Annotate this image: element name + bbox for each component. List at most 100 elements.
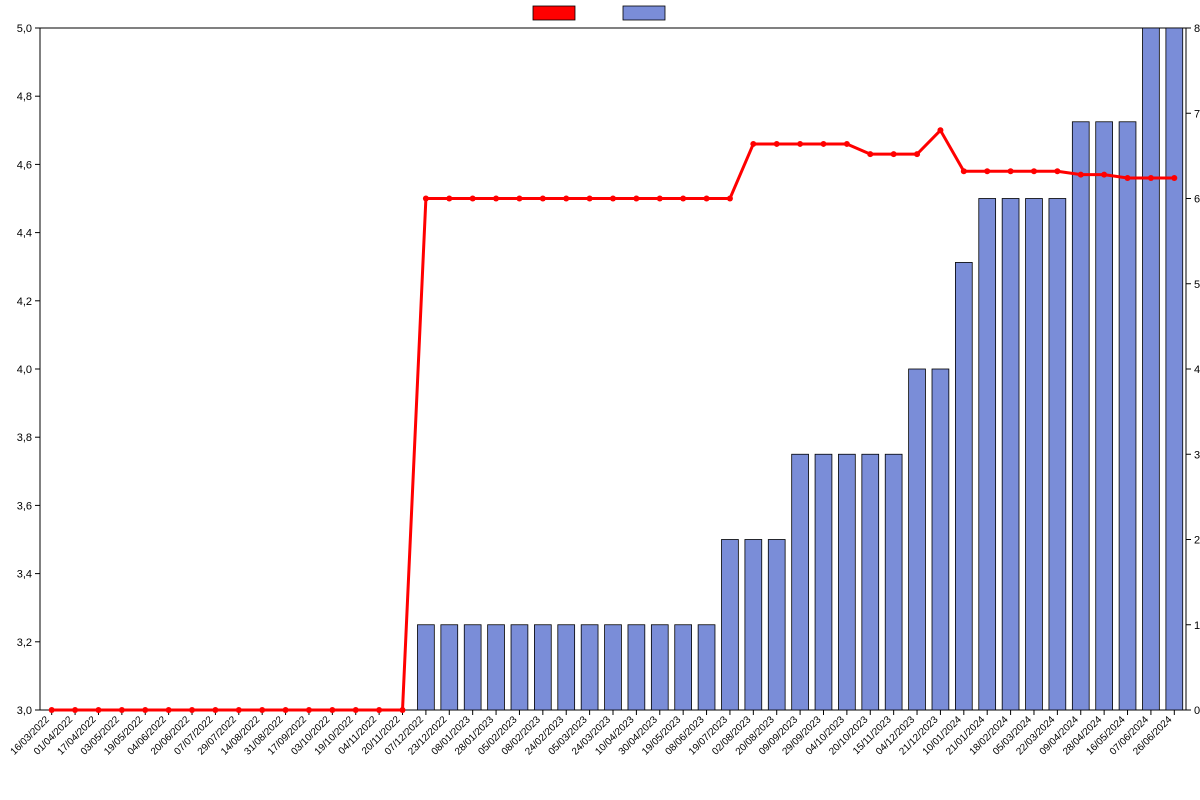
line-marker: [283, 707, 289, 713]
line-marker: [493, 196, 499, 202]
line-marker: [914, 151, 920, 157]
line-marker: [423, 196, 429, 202]
line-marker: [704, 196, 710, 202]
line-marker: [540, 196, 546, 202]
bar: [581, 625, 598, 710]
bar: [862, 454, 879, 710]
y-left-label: 5,0: [17, 23, 32, 35]
bar: [885, 454, 902, 710]
line-marker: [774, 141, 780, 147]
y-right-label: 4: [1194, 364, 1200, 376]
bar: [979, 199, 996, 711]
line-marker: [937, 127, 943, 133]
y-left-label: 4,6: [17, 159, 32, 171]
line-marker: [563, 196, 569, 202]
line-marker: [1078, 172, 1084, 178]
line-marker: [1008, 168, 1014, 174]
bar: [441, 625, 458, 710]
line-marker: [1101, 172, 1107, 178]
bar: [558, 625, 575, 710]
line-marker: [797, 141, 803, 147]
line-marker: [259, 707, 265, 713]
bar: [675, 625, 692, 710]
y-left-label: 4,2: [17, 296, 32, 308]
bar: [534, 625, 551, 710]
line-marker: [891, 151, 897, 157]
bar: [1002, 199, 1019, 711]
y-right-label: 8: [1194, 23, 1200, 35]
bar: [464, 625, 481, 710]
bar: [838, 454, 855, 710]
line-marker: [400, 707, 406, 713]
line-marker: [142, 707, 148, 713]
line-marker: [1054, 168, 1060, 174]
bar: [511, 625, 528, 710]
line-marker: [306, 707, 312, 713]
y-right-label: 3: [1194, 449, 1200, 461]
line-marker: [750, 141, 756, 147]
bar: [417, 625, 434, 710]
bar: [1142, 28, 1159, 710]
line-marker: [961, 168, 967, 174]
line-marker: [236, 707, 242, 713]
y-left-label: 3,8: [17, 432, 32, 444]
bar: [488, 625, 505, 710]
bar: [792, 454, 809, 710]
y-right-label: 6: [1194, 194, 1200, 206]
line-marker: [680, 196, 686, 202]
y-left-label: 3,2: [17, 637, 32, 649]
y-left-label: 4,4: [17, 228, 32, 240]
bar: [1026, 199, 1043, 711]
line-marker: [166, 707, 172, 713]
line-marker: [376, 707, 382, 713]
bar: [768, 540, 785, 711]
line-marker: [820, 141, 826, 147]
line-marker: [329, 707, 335, 713]
line-marker: [446, 196, 452, 202]
line-marker: [516, 196, 522, 202]
bar: [1166, 28, 1183, 710]
line-marker: [212, 707, 218, 713]
chart-container: 3,0 3,2 3,4 3,6 3,8 4,0 4,2 4,4 4,6 4,8 5,0 0 1 2 3 4 5 6…: [0, 0, 1200, 800]
line-marker: [1148, 175, 1154, 181]
bar: [932, 369, 949, 710]
line-marker: [984, 168, 990, 174]
line-marker: [353, 707, 359, 713]
line-marker: [1031, 168, 1037, 174]
line-marker: [49, 707, 55, 713]
line-marker: [95, 707, 101, 713]
bar: [605, 625, 622, 710]
bar: [955, 262, 972, 710]
y-right-label: 1: [1194, 620, 1200, 632]
bar: [815, 454, 832, 710]
y-right-label: 7: [1194, 108, 1200, 120]
line-marker: [657, 196, 663, 202]
y-left-label: 3,4: [17, 569, 32, 581]
line-marker: [867, 151, 873, 157]
bar: [1049, 199, 1066, 711]
line-marker: [470, 196, 476, 202]
line-marker: [610, 196, 616, 202]
y-left-label: 3,6: [17, 500, 32, 512]
bar: [1119, 122, 1136, 710]
line-marker: [1125, 175, 1131, 181]
line-marker: [189, 707, 195, 713]
line-marker: [844, 141, 850, 147]
bar: [698, 625, 715, 710]
legend-swatch-bar: [623, 6, 665, 20]
bar: [1072, 122, 1089, 710]
line-marker: [587, 196, 593, 202]
y-left-label: 3,0: [17, 705, 32, 717]
bar: [745, 540, 762, 711]
y-left-label: 4,8: [17, 91, 32, 103]
y-left-label: 4,0: [17, 364, 32, 376]
line-marker: [633, 196, 639, 202]
bar: [722, 540, 739, 711]
y-right-label: 5: [1194, 279, 1200, 291]
bar: [651, 625, 668, 710]
y-right-label: 2: [1194, 535, 1200, 547]
bar: [1096, 122, 1113, 710]
y-right-label: 0: [1194, 705, 1200, 717]
line-marker: [727, 196, 733, 202]
line-marker: [119, 707, 125, 713]
